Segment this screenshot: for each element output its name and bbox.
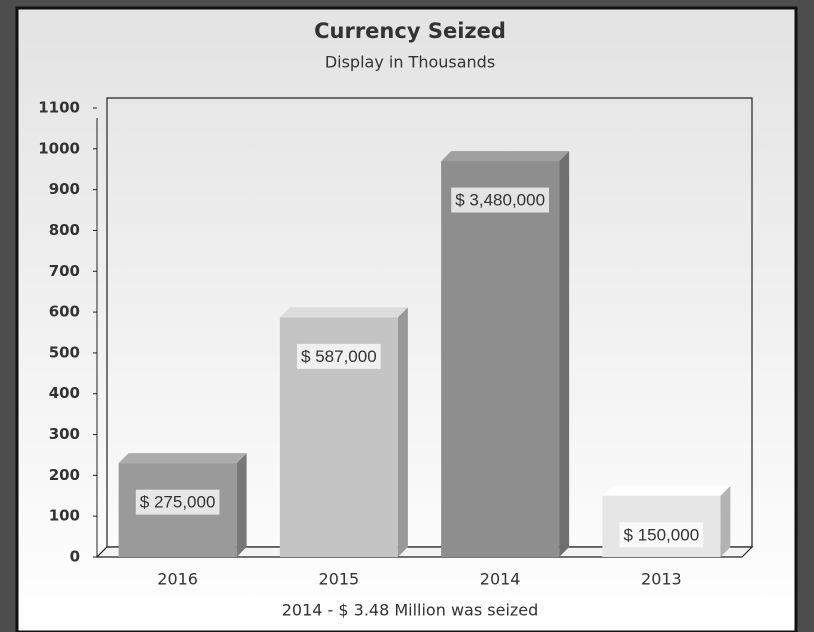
bar-top [118, 453, 247, 464]
y-tick-label: 300 [49, 425, 80, 443]
bar-annotation: $ 3,480,000 [455, 191, 545, 210]
y-tick-label: 0 [70, 548, 80, 566]
chart-title: Currency Seized [314, 19, 506, 43]
x-tick-label: 2014 [480, 570, 521, 589]
bar-side [397, 307, 408, 557]
bar [441, 161, 560, 557]
y-tick-label: 600 [49, 303, 80, 321]
y-tick-label: 100 [49, 507, 80, 525]
bar-annotation: $ 275,000 [140, 493, 216, 512]
y-tick-label: 500 [49, 343, 80, 361]
bar-top [441, 151, 570, 162]
y-tick-label: 700 [49, 262, 80, 280]
annotation-box [135, 489, 220, 515]
bar-top [602, 485, 731, 496]
bar-side [720, 485, 731, 557]
y-tick-label: 900 [49, 180, 80, 198]
x-tick-label: 2015 [319, 570, 360, 589]
bar-side [559, 151, 570, 557]
y-tick-label: 1000 [38, 139, 80, 157]
chart-subtitle: Display in Thousands [325, 53, 495, 72]
bar-side [236, 453, 247, 557]
x-tick-label: 2013 [641, 570, 682, 589]
bar-top [279, 307, 408, 318]
y-tick-label: 400 [49, 384, 80, 402]
annotation-box [619, 522, 704, 548]
y-tick-label: 200 [49, 466, 80, 484]
bar-annotation: $ 150,000 [624, 525, 700, 544]
y-tick-label: 1100 [38, 99, 80, 117]
x-tick-label: 2016 [157, 570, 198, 589]
footnote: 2014 - $ 3.48 Million was seized [282, 601, 539, 620]
annotation-box [451, 187, 550, 213]
y-tick-label: 800 [49, 221, 80, 239]
bar-annotation: $ 587,000 [301, 347, 377, 366]
annotation-box [297, 343, 381, 369]
